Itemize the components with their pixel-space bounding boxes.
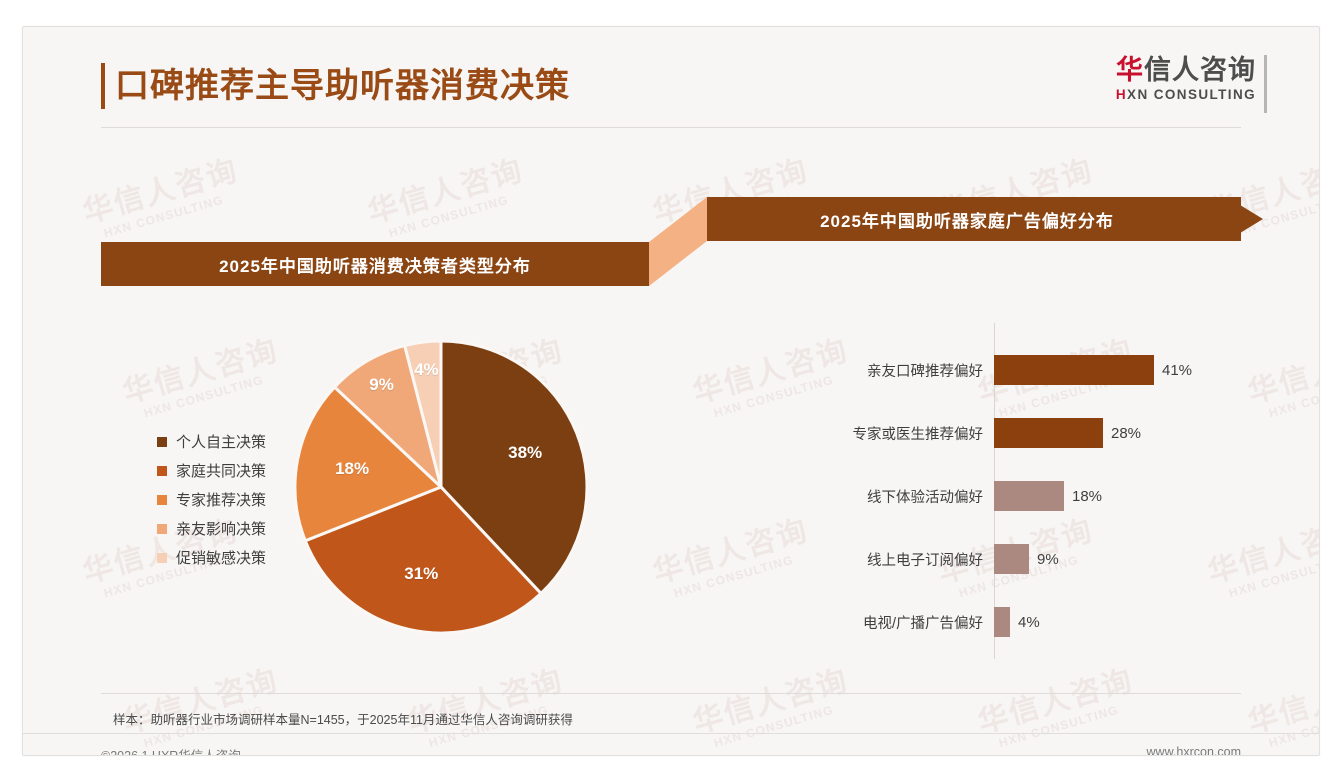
pie-slice: [402, 339, 443, 488]
legend-item-label: 专家推荐决策: [176, 492, 267, 509]
bar-chart-row[interactable]: 专家或医生推荐偏好 28%: [823, 418, 1141, 448]
legend-item[interactable]: 亲友影响决策: [157, 514, 266, 543]
bar-fill: [994, 481, 1064, 511]
slide-frame: 华信人咨询 HXN CONSULTING 华信人咨询 HXN CONSULTING 华信…: [22, 26, 1320, 756]
banner-connector-shape: [649, 197, 707, 286]
legend-item-label: 家庭共同决策: [176, 463, 267, 480]
bar-fill: [994, 418, 1103, 448]
pie-slice-label: 4%: [414, 360, 439, 380]
legend-item[interactable]: 家庭共同决策: [157, 456, 266, 485]
logo-english-rest: XN CONSULTING: [1127, 87, 1256, 102]
bar-value-label: 41%: [1162, 361, 1193, 379]
bar-fill: [994, 607, 1010, 637]
logo-chinese-rest: 信人咨询: [1144, 55, 1256, 85]
footer-copyright: ©2026.1 HXR华信人咨询: [101, 749, 241, 756]
legend-item-label: 个人自主决策: [176, 434, 267, 451]
bar-value-label: 18%: [1072, 487, 1103, 505]
pie-chart-legend: 个人自主决策 家庭共同决策 专家推荐决策 亲友影响决策 促销敏感决策: [157, 427, 266, 572]
header-divider: [101, 127, 1241, 128]
section-banners: 2025年中国助听器消费决策者类型分布 2025年中国助听器家庭广告偏好分布: [23, 27, 1319, 755]
pie-slice-label: 38%: [508, 442, 543, 462]
pie-slice: [293, 384, 444, 543]
bar-fill: [994, 544, 1029, 574]
bar-value-label: 28%: [1111, 424, 1142, 442]
pie-slice: [439, 339, 589, 596]
bar-fill: [994, 355, 1154, 385]
logo-chinese: 华信人咨询: [1096, 55, 1256, 85]
note-divider: [101, 693, 1241, 694]
bar-value-label: 9%: [1037, 550, 1059, 568]
footer-website: www.hxrcon.com: [1146, 745, 1241, 756]
pie-slice-label: 31%: [404, 564, 439, 584]
bar-category-label: 线下体验活动偏好: [867, 489, 983, 506]
legend-item-label: 促销敏感决策: [176, 550, 267, 567]
legend-swatch-icon: [157, 436, 167, 447]
bar-chart: 亲友口碑推荐偏好 41% 专家或医生推荐偏好 28% 线下体验活动偏好 18% 线上电子订阅…: [823, 323, 1243, 663]
banner-right: 2025年中国助听器家庭广告偏好分布: [707, 197, 1241, 241]
legend-swatch-icon: [157, 494, 167, 505]
pie-chart-svg: [293, 339, 589, 635]
bar-chart-row[interactable]: 线下体验活动偏好 18%: [823, 481, 1102, 511]
bar-chart-row[interactable]: 电视/广播广告偏好 4%: [823, 607, 1040, 637]
logo-english-first-char: H: [1115, 87, 1128, 102]
bar-category-label: 亲友口碑推荐偏好: [867, 363, 983, 380]
pie-slice-label: 18%: [335, 459, 370, 479]
legend-item[interactable]: 促销敏感决策: [157, 543, 266, 572]
bar-category-label: 专家或医生推荐偏好: [852, 426, 984, 443]
logo-english: HXN CONSULTING: [1096, 87, 1256, 103]
banner-right-arrow-tip: [1227, 197, 1263, 241]
legend-item[interactable]: 专家推荐决策: [157, 485, 266, 514]
bar-category-label: 电视/广播广告偏好: [862, 615, 983, 632]
bar-value-label: 4%: [1018, 613, 1040, 631]
legend-swatch-icon: [157, 523, 167, 534]
footer-divider: [23, 733, 1319, 734]
bar-chart-row[interactable]: 线上电子订阅偏好 9%: [823, 544, 1059, 574]
legend-item-label: 亲友影响决策: [176, 521, 267, 538]
bar-chart-row[interactable]: 亲友口碑推荐偏好 41%: [823, 355, 1192, 385]
banner-left: 2025年中国助听器消费决策者类型分布: [101, 242, 649, 286]
banner-right-label: 2025年中国助听器家庭广告偏好分布: [820, 211, 1114, 231]
legend-swatch-icon: [157, 552, 167, 563]
bar-category-label: 线上电子订阅偏好: [867, 552, 983, 569]
sample-note: 样本：助听器行业市场调研样本量N=1455，于2025年11月通过华信人咨询调研…: [113, 713, 573, 727]
title-accent-bar: [101, 63, 105, 109]
legend-swatch-icon: [157, 465, 167, 476]
slide-header: 口碑推荐主导助听器消费决策 华信人咨询 HXN CONSULTING: [23, 27, 1319, 131]
pie-slice-label: 9%: [369, 375, 394, 395]
page-title: 口碑推荐主导助听器消费决策: [115, 67, 570, 105]
pie-slice: [332, 343, 444, 492]
banner-left-label: 2025年中国助听器消费决策者类型分布: [219, 256, 531, 276]
brand-logo: 华信人咨询 HXN CONSULTING: [1096, 55, 1267, 113]
pie-slice: [303, 485, 544, 635]
logo-chinese-first-char: 华: [1116, 55, 1144, 85]
legend-item[interactable]: 个人自主决策: [157, 427, 266, 456]
